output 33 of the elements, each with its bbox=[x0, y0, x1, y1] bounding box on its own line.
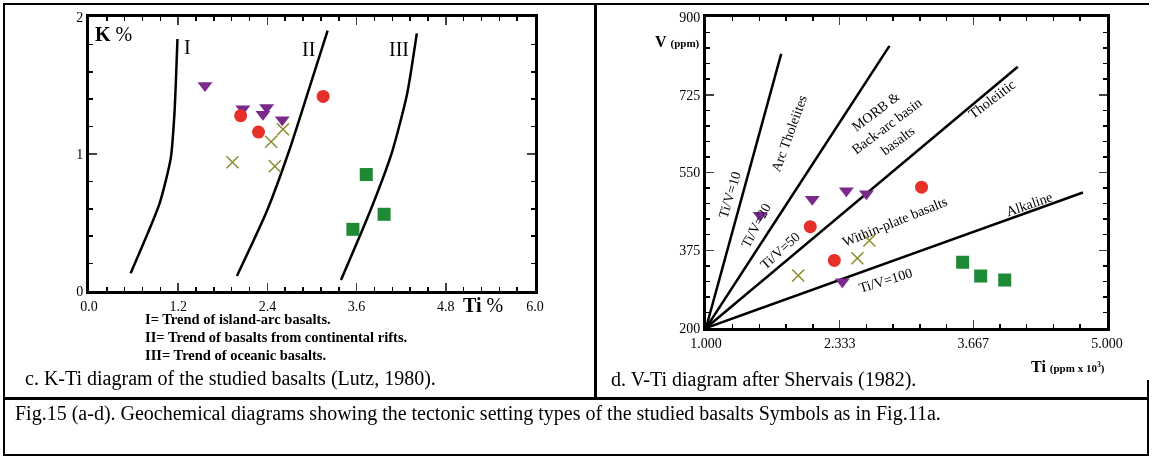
x-tick-label: 1.2 bbox=[169, 298, 187, 314]
x-tick-label: 1.000 bbox=[690, 335, 722, 351]
x-axis-title: Ti (ppm x 10$^{3}$) bbox=[1031, 358, 1105, 375]
x-tick-label: 4.8 bbox=[437, 298, 455, 314]
annotation: Ti/V=10 bbox=[715, 169, 744, 220]
annotation: I bbox=[184, 36, 191, 58]
text: III= Trend of oceanic basalts. bbox=[145, 347, 327, 363]
y-tick-label: 900 bbox=[679, 9, 701, 25]
y-tick-label: 550 bbox=[679, 165, 701, 181]
y-tick-label: 725 bbox=[679, 87, 701, 103]
caption: Fig.15 (a-d). Geochemical diagrams showing the tectonic setting types of the studied basalts Symbols as in Fig.11a. bbox=[5, 397, 1149, 454]
y-tick-label: 1 bbox=[76, 146, 84, 162]
y-axis-title: V (ppm) bbox=[655, 33, 700, 50]
annotation: II bbox=[302, 38, 316, 60]
y-tick-label: 200 bbox=[679, 320, 701, 336]
text: d. V-Ti diagram after Shervais (1982). bbox=[611, 368, 917, 391]
x-tick-label: 3.6 bbox=[347, 298, 366, 314]
text: I= Trend of island-arc basalts. bbox=[145, 311, 331, 327]
x-tick-label: 3.667 bbox=[957, 335, 990, 351]
text: II= Trend of basalts from continental rifts. bbox=[145, 329, 408, 345]
y-tick-label: 0 bbox=[76, 283, 84, 299]
x-axis-title: Ti % bbox=[463, 294, 504, 316]
annotation: III bbox=[389, 38, 409, 60]
x-tick-label: 5.000 bbox=[1091, 335, 1123, 351]
y-axis-title: K % bbox=[95, 23, 133, 45]
y-tick-label: 375 bbox=[679, 243, 701, 259]
x-tick-label: 0.0 bbox=[80, 298, 98, 314]
y-tick-label: 2 bbox=[76, 9, 84, 25]
annotation: Alkaline bbox=[1004, 189, 1055, 220]
x-tick-label: 2.333 bbox=[823, 335, 856, 351]
text: c. K-Ti diagram of the studied basalts (Lutz, 1980). bbox=[25, 367, 436, 390]
x-tick-label: 2.4 bbox=[258, 298, 277, 314]
x-tick-label: 6.0 bbox=[526, 298, 544, 314]
